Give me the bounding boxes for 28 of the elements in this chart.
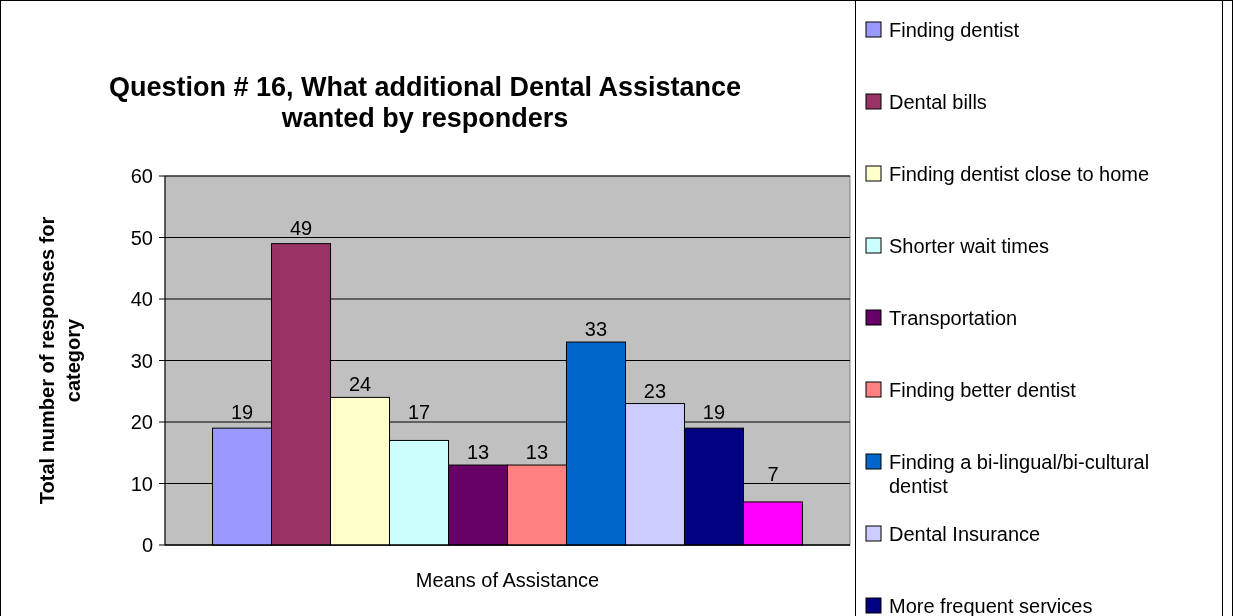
- data-label: 49: [289, 216, 313, 239]
- legend-label: Finding dentist: [889, 19, 1020, 41]
- legend-label: Finding dentist close to home: [889, 163, 1150, 185]
- legend-label: Finding better dentist: [889, 379, 1077, 401]
- legend-label: Dental bills: [889, 91, 987, 113]
- data-label: 24: [348, 373, 372, 396]
- data-label: 17: [407, 401, 431, 423]
- y-tick-label: 30: [130, 349, 153, 372]
- y-tick-label: 60: [130, 165, 153, 187]
- y-tick-label: 20: [130, 411, 153, 433]
- legend-label: Dental Insurance: [889, 523, 1041, 545]
- y-tick-label: 10: [130, 472, 153, 495]
- legend-label: Transportation: [889, 307, 1018, 329]
- x-axis-title: Means of Assistance: [415, 569, 600, 591]
- legend-label: Shorter wait times: [889, 235, 1050, 257]
- data-label: 7: [767, 462, 779, 485]
- data-label: 33: [584, 318, 608, 341]
- y-tick-label: 50: [130, 226, 153, 249]
- data-label: 23: [643, 379, 667, 402]
- data-label: 19: [702, 401, 726, 423]
- y-tick-label: 0: [141, 534, 153, 556]
- data-label: 13: [466, 441, 490, 464]
- chart-title: Question # 16, What additional Dental Assistance wanted by responders: [108, 72, 742, 133]
- y-tick-label: 40: [130, 288, 153, 310]
- data-label: 13: [525, 441, 549, 464]
- legend-label: Finding a bi-lingual/bi-cultural dentist: [889, 451, 1150, 497]
- data-label: 19: [230, 401, 254, 423]
- y-axis-title: Total number of responses for category: [36, 216, 84, 505]
